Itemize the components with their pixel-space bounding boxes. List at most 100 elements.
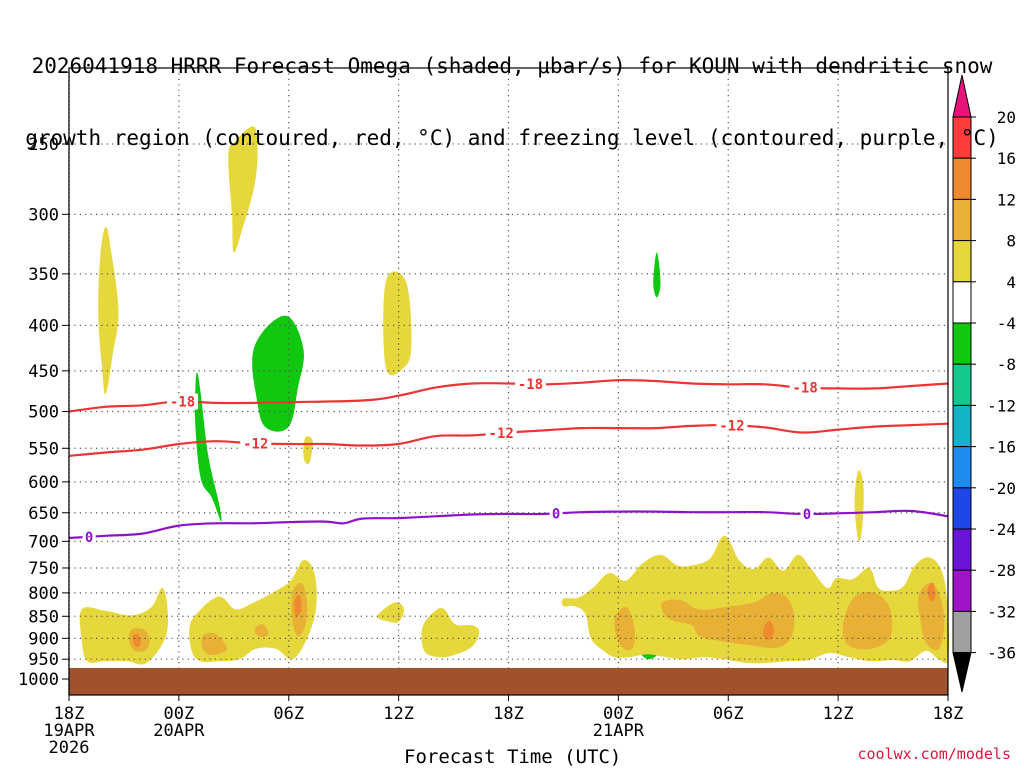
x-tick-label-4-0: 18Z xyxy=(493,704,524,724)
colorbar-swatch-5 xyxy=(952,322,972,365)
y-tick-label-300: 300 xyxy=(28,205,59,225)
omega-region-lower-red-c xyxy=(762,620,775,641)
colorbar-swatch-12 xyxy=(952,610,972,654)
colorbar-swatch-3 xyxy=(952,240,972,283)
omega-region-lower-red-d xyxy=(927,582,936,601)
omega-region-lower-orange-d xyxy=(254,624,269,638)
omega-region-descent-mid xyxy=(252,315,304,432)
colorbar-swatch-9 xyxy=(952,487,972,530)
grid-lines xyxy=(69,68,948,668)
contour-label-bg-dgz_minus12-0 xyxy=(240,435,272,452)
omega-region-lower-orange-h xyxy=(918,583,945,651)
colorbar-label-3: 8 xyxy=(1006,232,1016,251)
y-tick-label-650: 650 xyxy=(28,504,59,524)
contour-label-dgz_minus12-1: -12 xyxy=(489,426,514,442)
y-tick-label-850: 850 xyxy=(28,607,59,627)
x-tick-label-0-1: 19APR xyxy=(43,721,95,741)
colorbar-label-4: 4 xyxy=(1006,273,1016,292)
contour-label-bg-freezing_level-2 xyxy=(800,505,814,522)
x-tick-label-5-0: 00Z xyxy=(603,704,634,724)
colorbar-label-8: -16 xyxy=(987,438,1016,457)
contour-freezing_level xyxy=(68,509,949,540)
x-tick-label-6-0: 06Z xyxy=(713,704,744,724)
contour-label-bg-dgz_minus12-2 xyxy=(716,417,748,434)
omega-shading xyxy=(79,126,949,665)
colorbar-swatch-8 xyxy=(952,446,972,489)
x-tick-label-1-1: 20APR xyxy=(153,721,205,741)
credit-link[interactable]: coolwx.com/models xyxy=(857,745,1011,763)
contour-label-freezing_level-1: 0 xyxy=(552,506,560,522)
contour-label-bg-freezing_level-1 xyxy=(549,505,563,522)
x-axis-label: Forecast Time (UTC) xyxy=(404,746,622,768)
colorbar-label-5: -4 xyxy=(997,314,1016,333)
omega-region-lower-orange-f xyxy=(661,592,795,648)
y-tick-label-400: 400 xyxy=(28,316,59,336)
colorbar-label-7: -12 xyxy=(987,396,1016,415)
colorbar-label-0: 20 xyxy=(997,108,1016,127)
x-tick-label-0-0: 18Z xyxy=(54,704,85,724)
y-tick-label-250: 250 xyxy=(28,135,59,155)
colorbar-label-13: -36 xyxy=(987,644,1016,663)
y-tick-label-1000: 1000 xyxy=(18,670,59,690)
x-tick-label-7-0: 12Z xyxy=(823,704,854,724)
colorbar: 20 16 12 8 4 -4 -8 -12 -16 -20 -24 -28 -32 -36 xyxy=(952,74,1016,693)
omega-region-lower-red-b xyxy=(294,595,302,617)
colorbar-swatch-6 xyxy=(952,363,972,406)
contour-label-dgz_minus18-1: -18 xyxy=(518,377,543,393)
y-tick-label-750: 750 xyxy=(28,559,59,579)
contour-label-dgz_minus18-2: -18 xyxy=(793,381,818,397)
contour-label-dgz_minus18-0: -18 xyxy=(170,394,195,410)
contour-label-bg-dgz_minus18-1 xyxy=(514,375,546,392)
title-line-2: growth region (contoured, red, °C) and f… xyxy=(25,126,999,150)
x-tick-label-0-2: 2026 xyxy=(49,738,90,758)
omega-region-lower-red-a xyxy=(132,634,141,647)
colorbar-label-9: -20 xyxy=(987,479,1016,498)
chart-title: 2026041918 HRRR Forecast Omega (shaded, … xyxy=(0,6,1024,174)
y-tick-label-700: 700 xyxy=(28,532,59,552)
contour-lines: -18 -18 -18 -12 -12 -12 0 0 0 xyxy=(68,375,949,546)
omega-region-ascent-upper xyxy=(228,126,258,253)
omega-region-lower-blob-a xyxy=(79,587,169,665)
omega-region-lower-blob-b xyxy=(189,559,317,663)
colorbar-label-12: -32 xyxy=(987,602,1016,621)
colorbar-swatch-7 xyxy=(952,404,972,448)
x-tick-label-3-0: 12Z xyxy=(383,704,414,724)
contour-label-dgz_minus12-0: -12 xyxy=(243,436,268,452)
y-tick-label-350: 350 xyxy=(28,265,59,285)
colorbar-swatch-2 xyxy=(952,198,972,242)
contour-label-freezing_level-2: 0 xyxy=(803,507,811,523)
y-tick-label-900: 900 xyxy=(28,629,59,649)
omega-region-lower-orange-g xyxy=(842,591,893,650)
colorbar-swatch-10 xyxy=(952,528,972,571)
title-line-1: 2026041918 HRRR Forecast Omega (shaded, … xyxy=(31,54,993,78)
omega-region-descent-left xyxy=(194,372,222,522)
omega-region-lower-orange-e xyxy=(614,607,636,651)
y-tick-label-950: 950 xyxy=(28,650,59,670)
colorbar-swatch-11 xyxy=(952,569,972,612)
y-tick-label-500: 500 xyxy=(28,403,59,423)
x-tick-label-1-0: 00Z xyxy=(164,704,195,724)
colorbar-label-1: 16 xyxy=(997,149,1016,168)
y-tick-label-600: 600 xyxy=(28,473,59,493)
colorbar-label-6: -8 xyxy=(997,355,1016,374)
omega-region-lower-blob-c xyxy=(376,602,405,623)
x-tick-label-5-1: 21APR xyxy=(593,721,645,741)
y-tick-label-450: 450 xyxy=(28,362,59,382)
omega-region-ascent-mid xyxy=(383,271,412,376)
omega-region-ascent-tall-left xyxy=(98,226,119,395)
omega-region-ascent-right-spike xyxy=(854,470,864,542)
colorbar-label-10: -24 xyxy=(987,520,1016,539)
contour-label-bg-freezing_level-0 xyxy=(82,528,96,545)
colorbar-label-2: 12 xyxy=(997,190,1016,209)
y-tick-label-550: 550 xyxy=(28,439,59,459)
contour-label-dgz_minus12-2: -12 xyxy=(719,418,744,434)
contour-label-bg-dgz_minus18-2 xyxy=(789,379,821,396)
omega-region-descent-right xyxy=(653,252,661,298)
omega-region-ascent-small-dgz xyxy=(303,436,313,465)
contour-label-bg-dgz_minus18-0 xyxy=(167,393,199,410)
ground-fill xyxy=(69,668,948,695)
x-tick-label-2-0: 06Z xyxy=(273,704,304,724)
omega-region-lower-blob-d xyxy=(421,607,480,658)
plot-axes: 2503003504004505005506006507007508008509… xyxy=(18,67,963,758)
